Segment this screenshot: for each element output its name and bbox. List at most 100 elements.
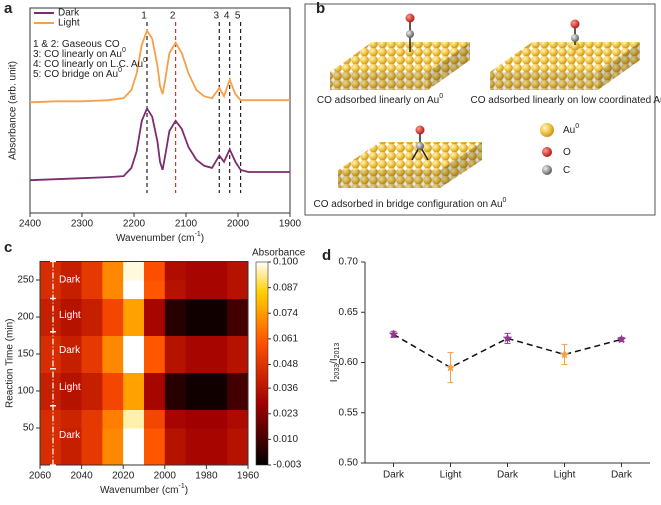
heat-cell	[227, 335, 249, 355]
y-axis-label-part: I	[329, 379, 340, 382]
heat-cell	[102, 372, 124, 392]
colorbar-tick-label: 0.036	[273, 383, 298, 394]
heat-cell	[164, 317, 187, 336]
point	[559, 349, 570, 359]
heat-cell	[123, 317, 145, 336]
heat-cell	[144, 317, 166, 336]
colorbar-tick-label: 0.010	[273, 434, 298, 445]
heat-cell	[144, 298, 166, 318]
heat-cell	[60, 335, 83, 355]
heat-cell	[40, 428, 62, 447]
x-tick-label: 2060	[29, 471, 52, 482]
caption-part: CO adsorbed linearly on Au	[317, 95, 439, 106]
x-tick-label: Light	[440, 470, 462, 481]
colorbar-tick-label: 0.074	[273, 308, 298, 319]
x-axis-label: Wavenumber (cm-1)	[116, 231, 204, 243]
heat-cell	[185, 335, 207, 355]
caption-part: 0	[439, 93, 443, 100]
y-tick-label: 50	[23, 423, 35, 434]
heat-cell	[102, 446, 124, 466]
x-tick-label: 2100	[175, 219, 198, 230]
y-tick-label: 200	[17, 312, 34, 323]
colorbar-tick-label: 0.100	[273, 257, 298, 268]
annotation: 5: CO bridge on Au0	[33, 67, 122, 79]
heat-cell	[60, 298, 83, 318]
heat-cell	[144, 335, 166, 355]
heat-cell	[185, 280, 207, 299]
heat-cell	[102, 409, 124, 429]
y-tick-label: 100	[17, 386, 34, 397]
heat-cell	[164, 428, 187, 447]
x-tick-label: 2000	[154, 471, 177, 482]
heat-cell	[227, 354, 249, 373]
heat-cell	[206, 298, 228, 318]
heat-cell	[40, 391, 62, 410]
heat-cell	[185, 428, 207, 447]
heat-cell	[144, 280, 166, 299]
heat-cell	[144, 409, 166, 429]
heat-cell	[206, 446, 228, 466]
peak-marker-label: 4	[224, 11, 230, 22]
legend-label: C	[563, 165, 570, 176]
y-axis-label-part: 2033	[334, 364, 341, 380]
heat-cell	[123, 298, 145, 318]
legend-label: O	[563, 147, 571, 158]
heat-cell	[81, 428, 103, 447]
annotation-part: 3: CO linearly on Au	[33, 49, 122, 60]
y-axis-label-part: 2013	[334, 343, 341, 359]
heat-cell	[227, 428, 249, 447]
phase-label: Light	[59, 310, 81, 321]
heat-cell	[81, 298, 103, 318]
heat-cell	[227, 280, 249, 299]
heat-cell	[60, 280, 83, 299]
heat-cell	[40, 261, 62, 281]
x-axis-label: Wavenumber (cm-1)	[100, 483, 188, 495]
phase-label: Dark	[59, 430, 81, 441]
heat-cell	[81, 409, 103, 429]
caption-part: 0	[503, 197, 507, 204]
heat-cell	[164, 409, 187, 429]
series-line	[29, 106, 290, 182]
peak-marker-label: 5	[235, 11, 241, 22]
panel-label: a	[4, 0, 13, 17]
heat-cell	[40, 298, 62, 318]
heat-cell	[60, 391, 83, 410]
heat-cell	[102, 335, 124, 355]
phase-label: Dark	[59, 275, 81, 286]
y-tick-label: 0.70	[339, 257, 359, 268]
heat-cell	[185, 261, 207, 281]
heat-cell	[227, 261, 249, 281]
legend-label-part: Au	[563, 125, 575, 136]
phase-label: Dark	[59, 345, 81, 356]
heat-cell	[123, 409, 145, 429]
panel-label: c	[4, 239, 12, 256]
diagram-b	[304, 3, 656, 216]
y-tick-label: 0.60	[339, 357, 359, 368]
heat-cell	[164, 354, 187, 373]
caption: CO adsorbed linearly on Au0	[317, 93, 443, 105]
heat-cell	[60, 428, 83, 447]
x-tick-label: 2040	[70, 471, 93, 482]
heat-cell	[123, 372, 145, 392]
colorbar-tick-label: 0.087	[273, 282, 298, 293]
heat-cell	[81, 335, 103, 355]
heat-cell	[60, 354, 83, 373]
heat-cell	[102, 261, 124, 281]
peak-marker-label: 2	[170, 11, 176, 22]
heat-cell	[144, 391, 166, 410]
heat-cell	[164, 261, 187, 281]
x-tick-label: 1960	[237, 471, 260, 482]
heat-cell	[185, 354, 207, 373]
heat-cell	[102, 354, 124, 373]
heat-cell	[164, 298, 187, 318]
y-tick-label: 150	[17, 349, 34, 360]
x-tick-label: 2300	[71, 219, 94, 230]
legend-label-part: O	[563, 147, 571, 158]
legend-label: Light	[58, 18, 80, 29]
y-tick-label: 250	[17, 275, 34, 286]
x-tick-label: 1980	[195, 471, 218, 482]
heat-cell	[102, 428, 124, 447]
heat-cell	[123, 354, 145, 373]
legend-label-part: C	[563, 165, 570, 176]
